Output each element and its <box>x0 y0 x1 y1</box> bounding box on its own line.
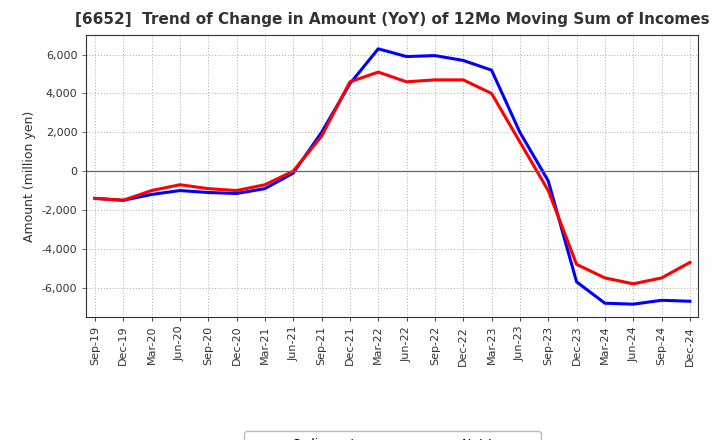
Ordinary Income <box>261 186 269 191</box>
Ordinary Income <box>629 301 637 307</box>
Ordinary Income <box>233 191 241 196</box>
Net Income <box>318 134 326 139</box>
Net Income <box>346 79 354 84</box>
Net Income <box>431 77 439 83</box>
Ordinary Income <box>148 192 156 197</box>
Net Income <box>289 169 297 174</box>
Net Income <box>176 182 184 187</box>
Net Income <box>487 91 496 96</box>
Line: Net Income: Net Income <box>95 72 690 284</box>
Net Income <box>148 188 156 193</box>
Net Income <box>544 188 552 193</box>
Ordinary Income <box>374 46 382 51</box>
Net Income <box>233 188 241 193</box>
Ordinary Income <box>685 299 694 304</box>
Net Income <box>516 139 524 145</box>
Ordinary Income <box>459 58 467 63</box>
Net Income <box>657 275 666 281</box>
Ordinary Income <box>544 178 552 183</box>
Net Income <box>402 79 411 84</box>
Ordinary Income <box>402 54 411 59</box>
Net Income <box>261 182 269 187</box>
Net Income <box>119 198 127 203</box>
Net Income <box>572 262 581 267</box>
Title: [6652]  Trend of Change in Amount (YoY) of 12Mo Moving Sum of Incomes: [6652] Trend of Change in Amount (YoY) o… <box>75 12 710 27</box>
Ordinary Income <box>487 67 496 73</box>
Ordinary Income <box>600 301 609 306</box>
Net Income <box>685 260 694 265</box>
Ordinary Income <box>657 297 666 303</box>
Ordinary Income <box>289 170 297 176</box>
Net Income <box>459 77 467 83</box>
Net Income <box>204 186 212 191</box>
Ordinary Income <box>91 196 99 201</box>
Ordinary Income <box>516 130 524 135</box>
Net Income <box>91 196 99 201</box>
Net Income <box>374 70 382 75</box>
Ordinary Income <box>119 198 127 203</box>
Legend: Ordinary Income, Net Income: Ordinary Income, Net Income <box>244 432 541 440</box>
Ordinary Income <box>346 81 354 86</box>
Ordinary Income <box>176 188 184 193</box>
Ordinary Income <box>204 190 212 195</box>
Ordinary Income <box>431 53 439 58</box>
Line: Ordinary Income: Ordinary Income <box>95 49 690 304</box>
Net Income <box>600 275 609 281</box>
Y-axis label: Amount (million yen): Amount (million yen) <box>23 110 36 242</box>
Net Income <box>629 281 637 286</box>
Ordinary Income <box>572 279 581 285</box>
Ordinary Income <box>318 130 326 135</box>
